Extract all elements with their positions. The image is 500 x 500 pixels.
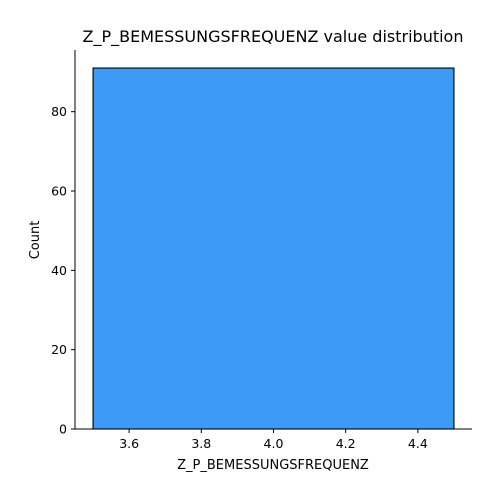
y-tick-label-1: 20 [51, 342, 67, 357]
y-tick-label-0: 0 [59, 422, 67, 437]
histogram-bar-0 [92, 67, 455, 430]
x-axis-label: Z_P_BEMESSUNGSFREQUENZ [177, 458, 369, 473]
x-tick-label-2: 4.0 [264, 436, 284, 451]
x-tick-label-4: 4.4 [408, 436, 428, 451]
y-tick-label-2: 40 [51, 263, 67, 278]
x-tick-label-3: 4.2 [336, 436, 356, 451]
y-tick-label-4: 80 [51, 104, 67, 119]
plot-area: 3.6 3.8 4.0 4.2 4.4 0 20 40 60 80 [51, 50, 472, 451]
y-tick-label-3: 60 [51, 184, 67, 199]
x-tick-label-0: 3.6 [119, 436, 139, 451]
chart-title: Z_P_BEMESSUNGSFREQUENZ value distributio… [83, 27, 464, 47]
x-tick-label-1: 3.8 [191, 436, 211, 451]
y-axis-label: Count [28, 221, 43, 260]
